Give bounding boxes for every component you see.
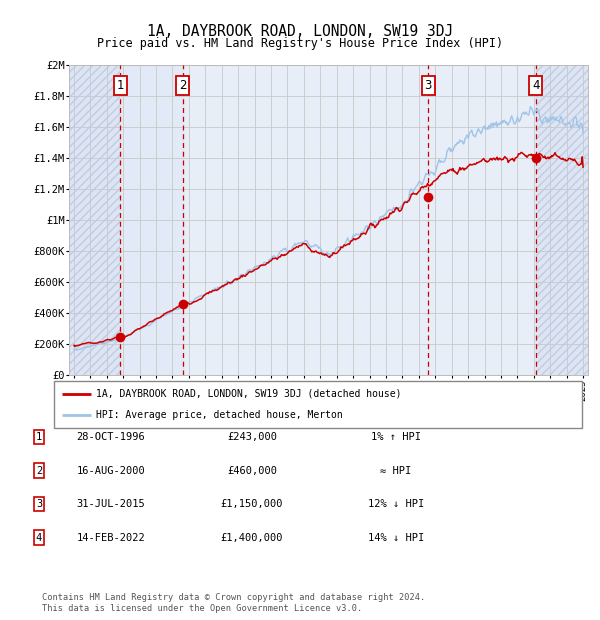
Text: 31-JUL-2015: 31-JUL-2015 xyxy=(77,499,145,509)
Text: 1: 1 xyxy=(116,79,124,92)
Bar xyxy=(66,65,121,375)
Text: 16-AUG-2000: 16-AUG-2000 xyxy=(77,466,145,476)
Text: 4: 4 xyxy=(36,533,42,542)
Text: 1A, DAYBROOK ROAD, LONDON, SW19 3DJ: 1A, DAYBROOK ROAD, LONDON, SW19 3DJ xyxy=(147,24,453,38)
Text: 1% ↑ HPI: 1% ↑ HPI xyxy=(371,432,421,442)
Text: 1A, DAYBROOK ROAD, LONDON, SW19 3DJ (detached house): 1A, DAYBROOK ROAD, LONDON, SW19 3DJ (det… xyxy=(96,389,402,399)
Bar xyxy=(66,65,121,375)
Bar xyxy=(536,65,591,375)
Text: ≈ HPI: ≈ HPI xyxy=(380,466,412,476)
Text: 3: 3 xyxy=(425,79,432,92)
Text: Contains HM Land Registry data © Crown copyright and database right 2024.
This d: Contains HM Land Registry data © Crown c… xyxy=(42,593,425,613)
Text: Price paid vs. HM Land Registry's House Price Index (HPI): Price paid vs. HM Land Registry's House … xyxy=(97,37,503,50)
Text: £1,150,000: £1,150,000 xyxy=(221,499,283,509)
Text: HPI: Average price, detached house, Merton: HPI: Average price, detached house, Mert… xyxy=(96,410,343,420)
Text: 14-FEB-2022: 14-FEB-2022 xyxy=(77,533,145,542)
Text: £243,000: £243,000 xyxy=(227,432,277,442)
FancyBboxPatch shape xyxy=(54,381,582,428)
Text: 2: 2 xyxy=(179,79,187,92)
Text: £460,000: £460,000 xyxy=(227,466,277,476)
Text: 28-OCT-1996: 28-OCT-1996 xyxy=(77,432,145,442)
Text: 1: 1 xyxy=(36,432,42,442)
Bar xyxy=(182,65,428,375)
Bar xyxy=(536,65,591,375)
Text: 4: 4 xyxy=(532,79,539,92)
Text: £1,400,000: £1,400,000 xyxy=(221,533,283,542)
Bar xyxy=(428,65,536,375)
Text: 14% ↓ HPI: 14% ↓ HPI xyxy=(368,533,424,542)
Text: 2: 2 xyxy=(36,466,42,476)
Text: 3: 3 xyxy=(36,499,42,509)
Text: 12% ↓ HPI: 12% ↓ HPI xyxy=(368,499,424,509)
Bar xyxy=(121,65,182,375)
